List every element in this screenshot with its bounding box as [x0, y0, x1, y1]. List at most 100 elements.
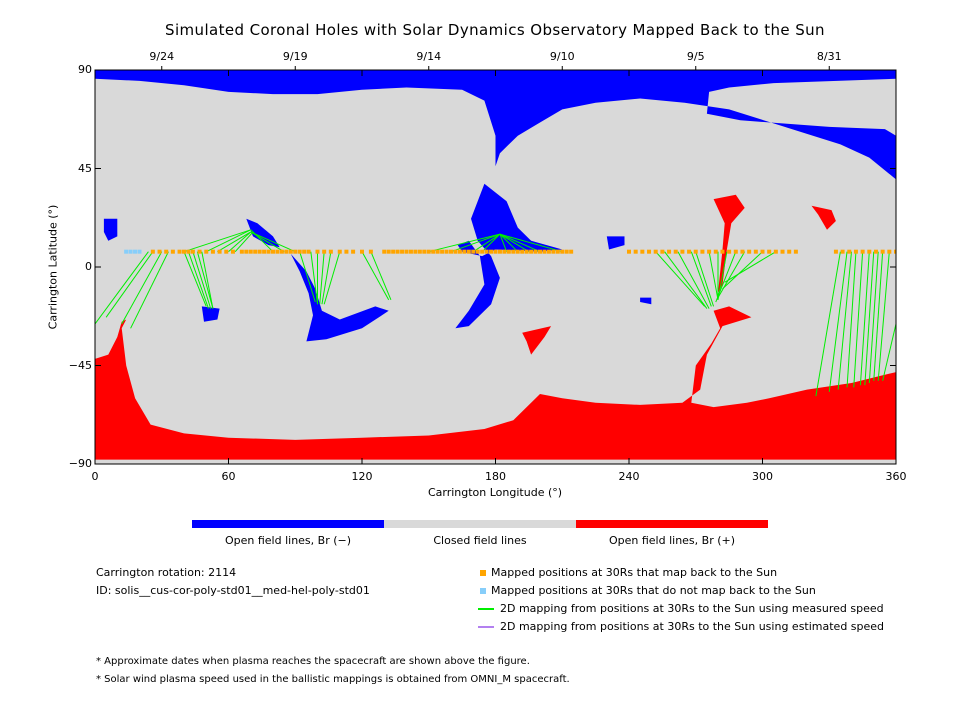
mapped-position-point: [408, 249, 413, 254]
mapped-position-point: [533, 249, 538, 254]
mapping-line-55: [877, 251, 890, 381]
mapped-position-point: [391, 249, 396, 254]
legend-measured-speed: 2D mapping from positions at 30Rs to the…: [478, 602, 884, 615]
mapped-position-point: [344, 249, 349, 254]
mapping-line-35: [664, 251, 708, 309]
mapped-position-point: [860, 249, 865, 254]
mapping-line-4: [183, 251, 207, 307]
negative-open-region-1: [455, 183, 563, 329]
footnote-dates: * Approximate dates when plasma reaches …: [96, 656, 530, 667]
mapped-position-point: [653, 249, 658, 254]
legend-mapped-positions: Mapped positions at 30Rs that map back t…: [478, 566, 777, 579]
top-date-label: 9/5: [686, 50, 705, 63]
mapping-line-28: [481, 233, 501, 253]
mapping-line-6: [192, 251, 212, 309]
mapping-line-46: [815, 251, 841, 397]
mapped-position-point: [351, 249, 356, 254]
mapped-position-point: [633, 249, 638, 254]
positive-open-region-9: [713, 194, 745, 294]
mapped-position-point: [847, 249, 852, 254]
legend-label: Mapped positions at 30Rs that do not map…: [491, 584, 816, 597]
positive-open-region-8: [95, 306, 896, 460]
mapping-line-5: [187, 251, 209, 309]
mapped-position-point: [440, 249, 445, 254]
mapping-line-45: [724, 251, 777, 283]
unmapped-position-point: [133, 249, 138, 254]
legend-label: Mapped positions at 30Rs that map back t…: [491, 566, 778, 579]
mapped-position-point: [506, 249, 511, 254]
mapped-position-point: [306, 249, 311, 254]
mapping-line-3: [130, 251, 169, 329]
mapped-position-point: [197, 249, 202, 254]
mapped-position-point: [511, 249, 516, 254]
negative-open-region-0: [95, 70, 896, 180]
mapped-position-point: [787, 249, 792, 254]
top-date-label: 9/24: [149, 50, 175, 63]
mapping-line-36: [677, 251, 710, 309]
mapped-position-point: [480, 249, 485, 254]
mapping-line-34: [655, 251, 706, 307]
y-tick-label: −45: [68, 358, 92, 372]
unmapped-position-point: [137, 249, 142, 254]
mapped-position-point: [297, 249, 302, 254]
mapped-position-point: [186, 249, 191, 254]
mapped-position-point: [497, 249, 502, 254]
mapping-line-11: [217, 231, 252, 253]
mapping-line-13: [234, 231, 254, 253]
mapping-line-48: [837, 251, 852, 390]
y-tick-label: 90: [78, 63, 92, 76]
mapped-position-point: [707, 249, 712, 254]
mapping-line-27: [472, 233, 501, 253]
mapped-position-point: [275, 249, 280, 254]
x-tick-label: 360: [885, 470, 907, 483]
mapping-line-44: [722, 251, 763, 290]
mapped-position-point: [493, 249, 498, 254]
mapping-line-31: [499, 233, 530, 253]
mapped-position-point: [713, 249, 718, 254]
mapped-position-point: [693, 249, 698, 254]
mapping-line-7: [196, 251, 214, 309]
mapped-position-point: [529, 249, 534, 254]
mapped-position-point: [177, 249, 182, 254]
mapped-position-point: [546, 249, 551, 254]
mapped-position-point: [542, 249, 547, 254]
x-tick-label: 60: [221, 470, 236, 483]
mapping-line-20: [319, 251, 325, 305]
mapping-line-53: [868, 251, 879, 384]
legend-label: 2D mapping from positions at 30Rs to the…: [500, 602, 884, 615]
unmapped-position-point: [128, 249, 133, 254]
mapped-position-point: [687, 249, 692, 254]
mapped-position-point: [873, 249, 878, 254]
mapping-line-9: [183, 229, 251, 253]
mapped-position-point: [170, 249, 175, 254]
mapped-position-point: [413, 249, 418, 254]
mapped-position-point: [457, 249, 462, 254]
legend-label: 2D mapping from positions at 30Rs to the…: [500, 620, 885, 633]
mapped-position-point: [204, 249, 209, 254]
mapping-line-1: [105, 251, 154, 318]
mapping-lines: [95, 229, 896, 397]
legend-estimated-speed: 2D mapping from positions at 30Rs to the…: [478, 620, 884, 633]
colorbar-positive: [576, 520, 768, 528]
colorbar-label-positive: Open field lines, Br (+): [608, 534, 736, 547]
mapping-line-47: [828, 251, 848, 392]
mapping-line-16: [250, 231, 296, 253]
mapped-position-point: [833, 249, 838, 254]
mapping-line-25: [428, 233, 501, 253]
mapped-position-point: [431, 249, 436, 254]
mapped-position-point: [780, 249, 785, 254]
mapped-position-point: [210, 249, 215, 254]
field-regions: [95, 70, 896, 460]
colorbar-label-closed: Closed field lines: [433, 534, 527, 547]
mapped-position-point: [293, 249, 298, 254]
negative-open-region-7: [201, 306, 220, 322]
model-id-info: ID: solis__cus-cor-poly-std01__med-hel-p…: [96, 584, 370, 597]
mapped-position-point: [302, 249, 307, 254]
mapped-position-point: [489, 249, 494, 254]
mapping-line-2: [121, 251, 163, 325]
mapped-position-point: [680, 249, 685, 254]
mapping-line-54: [873, 251, 884, 381]
mapping-line-0: [95, 251, 149, 325]
mapped-position-point: [538, 249, 542, 254]
mapped-position-point: [239, 249, 244, 254]
